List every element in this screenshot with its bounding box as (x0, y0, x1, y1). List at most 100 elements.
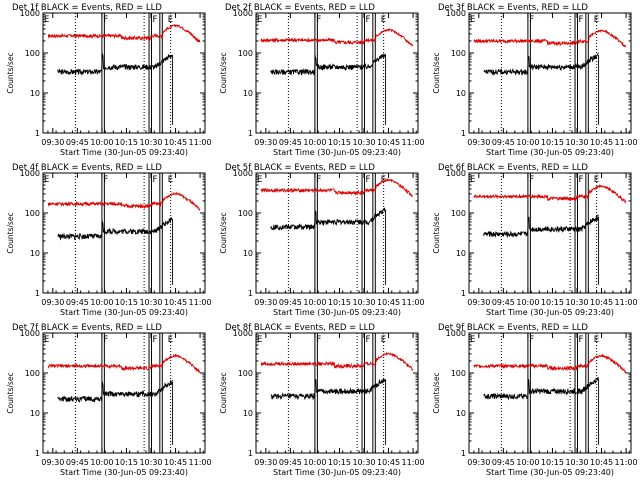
y-tick-label: 10 (30, 249, 40, 258)
x-tick-label: 09:30 (41, 298, 64, 307)
time-marker-label: F (365, 175, 370, 185)
x-tick-label: 10:15 (541, 138, 564, 147)
time-marker-label: E (470, 175, 475, 185)
detector-panel-2: Det 2f BLACK = Events, RED = LLD 1 10 100 10… (213, 0, 426, 160)
x-tick-label: 09:30 (41, 458, 64, 467)
x-tick-label: 10:30 (139, 138, 162, 147)
detector-panel-8: Det 8f BLACK = Events, RED = LLD 1 10 100 10… (213, 320, 426, 480)
time-marker-label: F (316, 15, 321, 25)
lld-series-line (47, 23, 201, 43)
x-axis-label: Start Time (30-Jun-05 09:23:40) (273, 308, 401, 317)
x-tick-label: 11:00 (615, 458, 638, 467)
x-axis-label: Start Time (30-Jun-05 09:23:40) (486, 468, 614, 477)
y-axis-label: Counts/sec (6, 52, 15, 93)
y-tick-label: 1 (461, 289, 466, 298)
y-axis-label: Counts/sec (432, 372, 441, 413)
panel-title: Det 1f BLACK = Events, RED = LLD (12, 3, 162, 13)
panel-svg: Det 9f BLACK = Events, RED = LLD 1 10 100 10… (432, 323, 638, 477)
y-tick-label: 1000 (233, 169, 253, 178)
x-axis-label: Start Time (30-Jun-05 09:23:40) (60, 468, 188, 477)
panel-title: Det 5f BLACK = Events, RED = LLD (225, 163, 375, 173)
x-tick-label: 10:30 (139, 298, 162, 307)
y-tick-label: 10 (243, 409, 253, 418)
x-tick-label: 10:15 (115, 298, 138, 307)
x-tick-label: 10:00 (516, 298, 539, 307)
y-tick-label: 1 (461, 449, 466, 458)
x-axis-label: Start Time (30-Jun-05 09:23:40) (273, 148, 401, 157)
x-tick-label: 10:30 (565, 138, 588, 147)
plot-frame (468, 172, 632, 294)
time-marker-label: F (316, 335, 321, 345)
x-tick-label: 10:15 (541, 298, 564, 307)
time-marker-label: F (103, 175, 108, 185)
x-tick-label: 11:00 (189, 138, 212, 147)
time-marker-label: E (470, 335, 475, 345)
events-series-line (57, 52, 173, 76)
plot-frame (42, 172, 206, 294)
y-axis-label: Counts/sec (432, 212, 441, 253)
y-tick-label: 100 (25, 209, 40, 218)
detector-panel-9: Det 9f BLACK = Events, RED = LLD 1 10 100 10… (426, 320, 639, 480)
panel-title: Det 2f BLACK = Events, RED = LLD (225, 3, 375, 13)
x-tick-label: 10:30 (352, 298, 375, 307)
y-tick-label: 10 (456, 409, 466, 418)
x-axis-label: Start Time (30-Jun-05 09:23:40) (486, 308, 614, 317)
panel-title: Det 8f BLACK = Events, RED = LLD (225, 323, 375, 333)
x-tick-label: 09:30 (254, 298, 277, 307)
x-tick-label: 10:30 (565, 458, 588, 467)
events-series-line (270, 207, 386, 231)
lld-series-line (47, 353, 201, 374)
panel-svg: Det 1f BLACK = Events, RED = LLD 1 10 100 10… (6, 3, 212, 157)
events-series-line (57, 379, 173, 404)
y-tick-label: 1 (248, 129, 253, 138)
plot-frame (468, 332, 632, 454)
y-tick-label: 10 (30, 89, 40, 98)
x-axis-label: Start Time (30-Jun-05 09:23:40) (60, 308, 188, 317)
plot-frame (42, 12, 206, 134)
x-tick-label: 10:45 (590, 458, 613, 467)
y-tick-label: 1000 (446, 169, 466, 178)
time-marker-label: F (365, 335, 370, 345)
time-marker-label: F (529, 175, 534, 185)
y-tick-label: 1000 (446, 9, 466, 18)
events-series-line (483, 376, 599, 401)
x-tick-label: 09:30 (467, 458, 490, 467)
x-tick-label: 10:15 (328, 458, 351, 467)
panel-title: Det 4f BLACK = Events, RED = LLD (12, 163, 162, 173)
time-marker-label: F (578, 15, 583, 25)
y-tick-label: 10 (30, 409, 40, 418)
x-tick-label: 10:15 (115, 458, 138, 467)
lld-series-line (260, 178, 414, 197)
y-tick-label: 100 (451, 49, 466, 58)
x-tick-label: 09:45 (279, 458, 302, 467)
x-tick-label: 09:45 (279, 298, 302, 307)
panel-svg: Det 5f BLACK = Events, RED = LLD 1 10 100 10… (219, 163, 425, 317)
lld-series-line (473, 29, 627, 48)
x-tick-label: 09:30 (254, 138, 277, 147)
events-series-line (483, 213, 599, 239)
y-tick-label: 100 (25, 369, 40, 378)
y-tick-label: 10 (456, 249, 466, 258)
x-tick-label: 09:30 (467, 138, 490, 147)
plot-frame (255, 172, 419, 294)
x-tick-label: 09:30 (467, 298, 490, 307)
x-tick-label: 10:00 (516, 138, 539, 147)
lld-series-line (47, 191, 201, 211)
time-marker-label: E (470, 15, 475, 25)
y-axis-label: Counts/sec (219, 212, 228, 253)
x-tick-label: 11:00 (615, 138, 638, 147)
x-tick-label: 10:00 (90, 458, 113, 467)
y-tick-label: 100 (451, 209, 466, 218)
panel-svg: Det 4f BLACK = Events, RED = LLD 1 10 100 10… (6, 163, 212, 317)
y-tick-label: 100 (238, 209, 253, 218)
detector-panel-4: Det 4f BLACK = Events, RED = LLD 1 10 100 10… (0, 160, 213, 320)
y-tick-label: 1000 (20, 169, 40, 178)
x-tick-label: 10:15 (115, 138, 138, 147)
events-series-line (270, 378, 386, 401)
y-tick-label: 1 (248, 449, 253, 458)
x-tick-label: 09:45 (492, 298, 515, 307)
x-tick-label: 09:45 (66, 298, 89, 307)
y-tick-label: 1 (35, 449, 40, 458)
events-series-line (483, 52, 599, 76)
x-tick-label: 10:00 (90, 298, 113, 307)
